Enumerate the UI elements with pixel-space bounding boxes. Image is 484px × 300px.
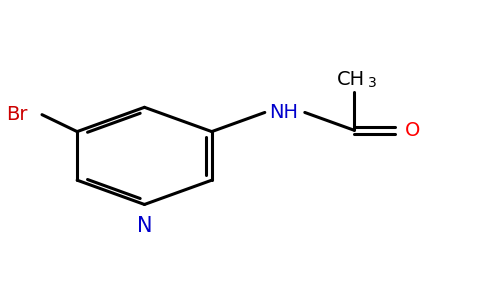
Text: Br: Br [6, 105, 28, 124]
Text: NH: NH [270, 103, 299, 122]
Text: CH: CH [337, 70, 365, 89]
Text: N: N [136, 216, 152, 236]
Text: O: O [405, 121, 420, 140]
Text: 3: 3 [368, 76, 377, 90]
